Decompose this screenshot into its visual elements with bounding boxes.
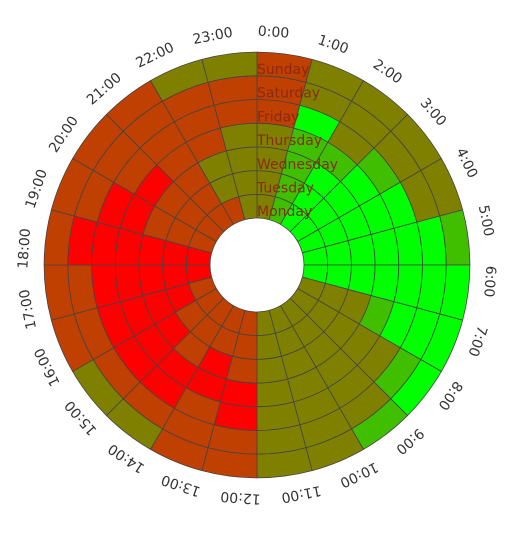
heat-cell	[114, 227, 144, 266]
hour-label: 8:00	[435, 378, 466, 413]
hour-label: 17:00	[17, 288, 40, 331]
hour-label: 2:00	[370, 57, 405, 88]
hour-label: 7:00	[464, 324, 489, 359]
day-label: Saturday	[257, 86, 320, 102]
heat-cell	[219, 378, 258, 408]
hour-label: 18:00	[15, 228, 34, 269]
hour-label: 16:00	[32, 345, 64, 388]
hour-label: 23:00	[191, 25, 234, 48]
hour-label: 15:00	[62, 397, 101, 438]
heat-cell	[219, 122, 258, 152]
hour-label: 12:00	[220, 488, 261, 507]
hour-label: 9:00	[393, 425, 427, 458]
hour-label: 4:00	[452, 145, 480, 180]
hour-label: 11:00	[280, 482, 323, 505]
hour-label: 13:00	[159, 471, 202, 499]
hour-label: 21:00	[84, 70, 125, 109]
heat-cell	[201, 51, 258, 83]
hour-label: 20:00	[46, 113, 82, 155]
hour-label: 6:00	[480, 265, 498, 298]
hour-label: 14:00	[105, 440, 147, 476]
day-label: Sunday	[257, 62, 309, 78]
heat-cell	[370, 227, 400, 266]
heat-cell	[114, 264, 144, 303]
day-label: Friday	[257, 109, 299, 125]
hour-label: 0:00	[257, 24, 290, 42]
hour-label: 1:00	[316, 32, 351, 57]
day-label: Thursday	[256, 133, 322, 149]
hour-label: 22:00	[133, 40, 176, 72]
hour-label: 5:00	[475, 204, 497, 238]
hour-label: 3:00	[417, 95, 450, 129]
heat-cell	[370, 264, 400, 303]
day-label: Monday	[257, 204, 312, 220]
hour-label: 10:00	[337, 458, 380, 490]
day-label: Wednesday	[257, 157, 338, 173]
day-label: Tuesday	[256, 180, 314, 196]
heat-cell	[256, 378, 295, 408]
hour-label: 19:00	[23, 167, 51, 210]
